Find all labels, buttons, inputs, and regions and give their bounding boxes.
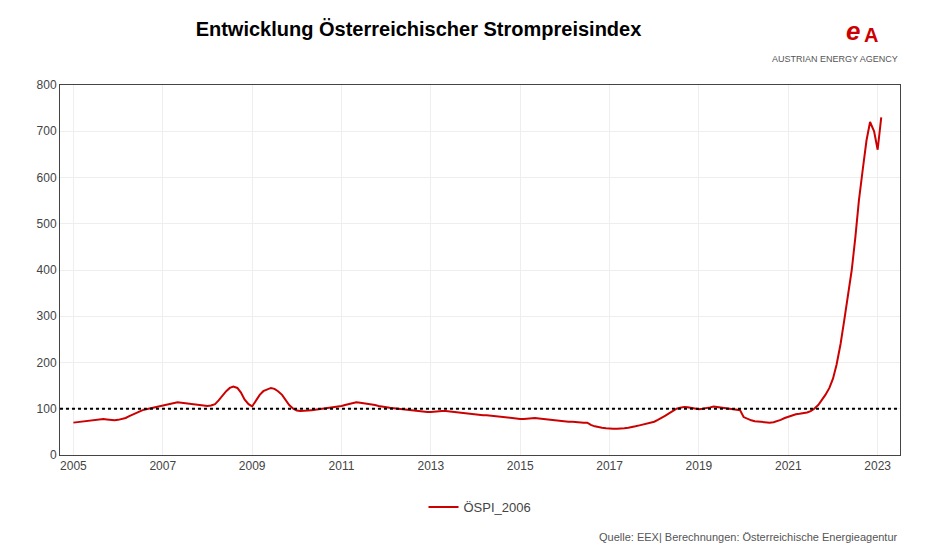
svg-text:2021: 2021 <box>775 459 802 473</box>
svg-text:2011: 2011 <box>329 459 355 473</box>
svg-text:Entwicklung Österreichischer S: Entwicklung Österreichischer Strompreisi… <box>196 18 642 40</box>
svg-text:0: 0 <box>50 448 57 462</box>
svg-text:e: e <box>846 16 860 46</box>
svg-text:500: 500 <box>37 217 57 231</box>
svg-text:800: 800 <box>37 78 57 92</box>
svg-text:200: 200 <box>37 356 57 370</box>
svg-text:700: 700 <box>37 124 57 138</box>
svg-text:2005: 2005 <box>60 459 87 473</box>
svg-text:2019: 2019 <box>686 459 713 473</box>
svg-text:Quelle: EEX| Berechnungen: Öst: Quelle: EEX| Berechnungen: Österreichisc… <box>599 531 898 543</box>
svg-text:ÖSPI_2006: ÖSPI_2006 <box>464 500 531 515</box>
svg-text:2023: 2023 <box>864 459 891 473</box>
svg-text:2017: 2017 <box>596 459 623 473</box>
svg-text:2009: 2009 <box>239 459 266 473</box>
svg-text:400: 400 <box>37 263 57 277</box>
svg-text:2007: 2007 <box>149 459 176 473</box>
svg-text:2013: 2013 <box>417 459 444 473</box>
svg-text:100: 100 <box>37 402 57 416</box>
svg-text:A: A <box>864 24 878 46</box>
svg-text:2015: 2015 <box>507 459 534 473</box>
svg-text:600: 600 <box>37 171 57 185</box>
svg-text:AUSTRIAN ENERGY AGENCY: AUSTRIAN ENERGY AGENCY <box>772 54 898 64</box>
svg-text:300: 300 <box>37 309 57 323</box>
